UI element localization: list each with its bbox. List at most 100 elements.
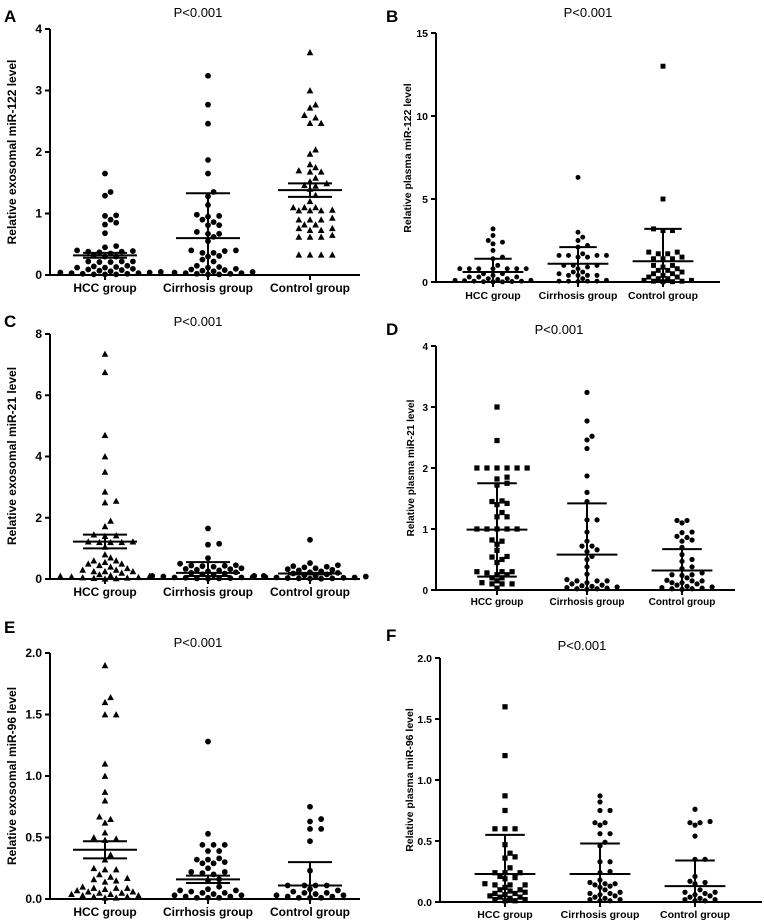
data-point <box>102 230 108 237</box>
data-point <box>471 278 477 284</box>
data-point <box>129 568 137 575</box>
data-point <box>317 168 325 175</box>
data-point <box>205 157 211 163</box>
data-point <box>96 267 103 274</box>
data-point <box>697 895 703 901</box>
data-point <box>607 859 613 865</box>
data-point <box>323 889 330 896</box>
data-point <box>507 895 513 901</box>
data-point <box>682 896 688 903</box>
data-point <box>306 207 314 214</box>
data-point <box>594 586 600 592</box>
data-point <box>193 211 200 218</box>
data-point <box>295 216 303 223</box>
data-point <box>118 267 125 273</box>
data-point <box>328 224 336 232</box>
data-point <box>651 262 656 268</box>
data-point <box>509 569 515 575</box>
y-tick-label: 1.0 <box>417 775 432 787</box>
data-point <box>301 221 308 228</box>
data-point <box>301 204 308 211</box>
data-point <box>312 164 319 171</box>
data-point <box>251 573 258 579</box>
data-point <box>101 551 109 558</box>
data-point <box>210 258 217 265</box>
data-point <box>295 224 303 232</box>
data-point <box>84 560 92 567</box>
data-point <box>85 266 92 273</box>
data-point <box>205 101 211 108</box>
data-point <box>312 182 319 189</box>
data-point <box>607 883 613 889</box>
data-point <box>101 878 109 885</box>
data-point <box>130 248 136 254</box>
panel-D: D P<0.001 Relative plasma miR-21 level 0 1 2 3… <box>386 320 735 608</box>
data-point <box>123 574 131 581</box>
data-point <box>238 574 245 581</box>
data-point <box>494 465 500 471</box>
data-point <box>679 278 685 284</box>
data-point <box>687 820 693 826</box>
data-point <box>124 270 131 277</box>
data-point <box>101 797 109 804</box>
data-point <box>502 704 508 710</box>
data-point <box>318 575 325 582</box>
data-point <box>597 799 603 805</box>
data-point <box>329 893 336 900</box>
data-point <box>692 806 698 812</box>
y-tick-label: 2.0 <box>25 646 42 660</box>
data-point <box>112 497 120 504</box>
data-point <box>318 894 325 901</box>
data-point <box>614 584 620 590</box>
data-point <box>679 269 685 275</box>
data-point <box>160 573 167 580</box>
data-point <box>193 856 200 863</box>
y-tick-label: 3 <box>422 403 428 414</box>
data-point <box>487 893 493 899</box>
data-point <box>674 274 680 280</box>
data-point <box>570 269 576 275</box>
data-point <box>205 894 211 901</box>
data-point <box>329 575 336 582</box>
data-point <box>107 554 114 561</box>
data-point <box>307 536 313 543</box>
data-point <box>118 560 126 567</box>
data-point <box>102 170 108 177</box>
x-tick-label: Cirrhosis group <box>163 905 253 919</box>
data-point <box>74 264 80 271</box>
data-point <box>659 584 665 591</box>
panel-A: A P<0.001 Relative exosomal miR-122 level 0… <box>4 5 360 295</box>
data-point <box>101 885 109 893</box>
data-point <box>135 573 142 581</box>
data-point <box>484 465 490 471</box>
data-point <box>587 896 593 903</box>
data-point <box>205 848 211 854</box>
data-point <box>524 465 530 471</box>
data-point <box>306 197 314 205</box>
data-point <box>101 575 109 582</box>
data-point <box>489 537 495 543</box>
data-point <box>90 875 98 883</box>
data-point <box>317 226 325 234</box>
data-point <box>216 222 223 229</box>
data-point <box>306 168 314 175</box>
data-point <box>707 818 713 825</box>
data-point <box>107 259 114 265</box>
y-tick-label: 4 <box>422 342 428 353</box>
y-tick-label: 0 <box>35 268 42 282</box>
data-point <box>301 111 308 118</box>
data-point <box>597 822 603 828</box>
data-point <box>689 586 695 592</box>
data-point <box>290 888 297 895</box>
data-point <box>702 879 708 886</box>
y-tick-label: 2 <box>35 511 42 525</box>
data-point <box>221 267 228 273</box>
data-point <box>312 146 319 153</box>
data-point <box>216 213 223 219</box>
data-point <box>205 72 211 79</box>
data-point <box>107 693 114 701</box>
y-axis-label: Relative plasma miR-96 level <box>404 708 416 852</box>
data-point <box>660 63 666 69</box>
data-point <box>221 869 228 875</box>
data-point <box>205 120 211 127</box>
